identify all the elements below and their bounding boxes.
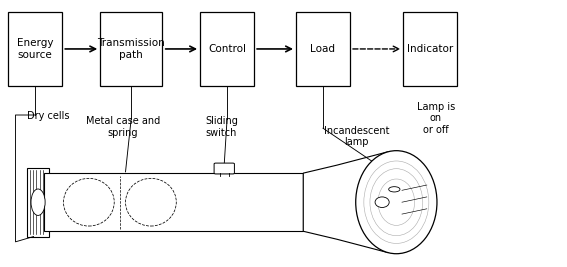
Bar <box>296 12 350 86</box>
Bar <box>200 12 254 86</box>
Text: Metal case and
spring: Metal case and spring <box>86 116 160 138</box>
Text: Transmission
path: Transmission path <box>98 38 165 60</box>
Text: Sliding
switch: Sliding switch <box>205 116 238 138</box>
Ellipse shape <box>356 151 437 254</box>
Ellipse shape <box>375 197 389 207</box>
Bar <box>100 12 162 86</box>
Circle shape <box>388 187 400 192</box>
Text: Lamp is
on
or off: Lamp is on or off <box>417 102 455 135</box>
Text: Incandescent
lamp: Incandescent lamp <box>324 125 390 147</box>
Bar <box>27 168 49 237</box>
Ellipse shape <box>125 178 176 226</box>
Text: Control: Control <box>208 44 246 54</box>
Bar <box>9 12 62 86</box>
Polygon shape <box>303 152 388 253</box>
FancyBboxPatch shape <box>214 163 234 174</box>
Ellipse shape <box>64 178 114 226</box>
Text: Energy
source: Energy source <box>17 38 53 60</box>
Text: Dry cells: Dry cells <box>27 111 69 121</box>
Bar <box>44 173 303 231</box>
Ellipse shape <box>31 189 45 215</box>
Text: Indicator: Indicator <box>407 44 454 54</box>
Bar <box>403 12 457 86</box>
Text: Load: Load <box>311 44 336 54</box>
